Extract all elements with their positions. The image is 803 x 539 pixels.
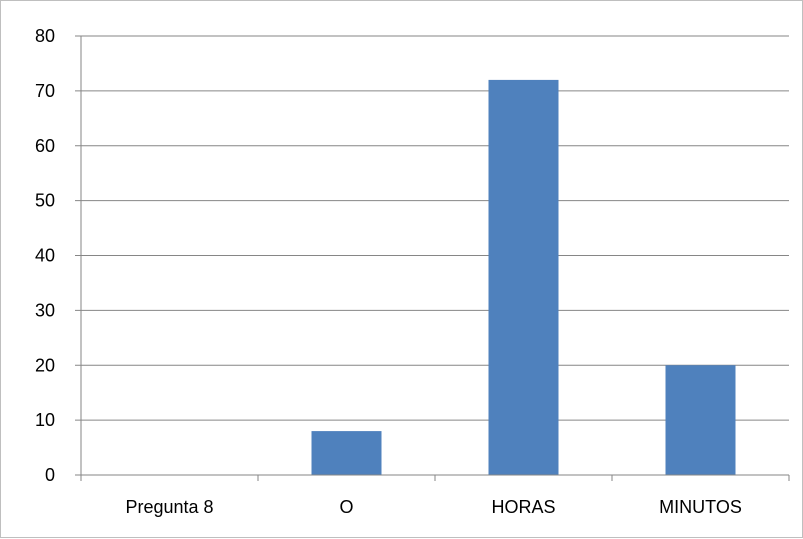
y-tick-label: 60 <box>35 136 55 156</box>
x-tick-label: HORAS <box>491 497 555 517</box>
bar-horas <box>488 79 559 476</box>
x-tick-label: MINUTOS <box>659 497 742 517</box>
y-axis: 0 10 20 30 40 50 60 70 80 <box>35 26 82 485</box>
y-tick-label: 70 <box>35 81 55 101</box>
x-tick-label: O <box>339 497 353 517</box>
y-tick-label: 20 <box>35 355 55 375</box>
bars <box>311 79 736 476</box>
bar-minutos <box>665 365 736 475</box>
y-tick-label: 40 <box>35 246 55 266</box>
gridlines <box>81 35 789 421</box>
x-axis: Pregunta 8 O HORAS MINUTOS <box>80 474 790 517</box>
y-tick-label: 30 <box>35 300 55 320</box>
y-tick-label: 0 <box>45 465 55 485</box>
y-tick-label: 80 <box>35 26 55 46</box>
bar-o <box>311 431 382 475</box>
y-tick-label: 50 <box>35 191 55 211</box>
x-tick-label: Pregunta 8 <box>125 497 213 517</box>
y-tick-label: 10 <box>35 410 55 430</box>
